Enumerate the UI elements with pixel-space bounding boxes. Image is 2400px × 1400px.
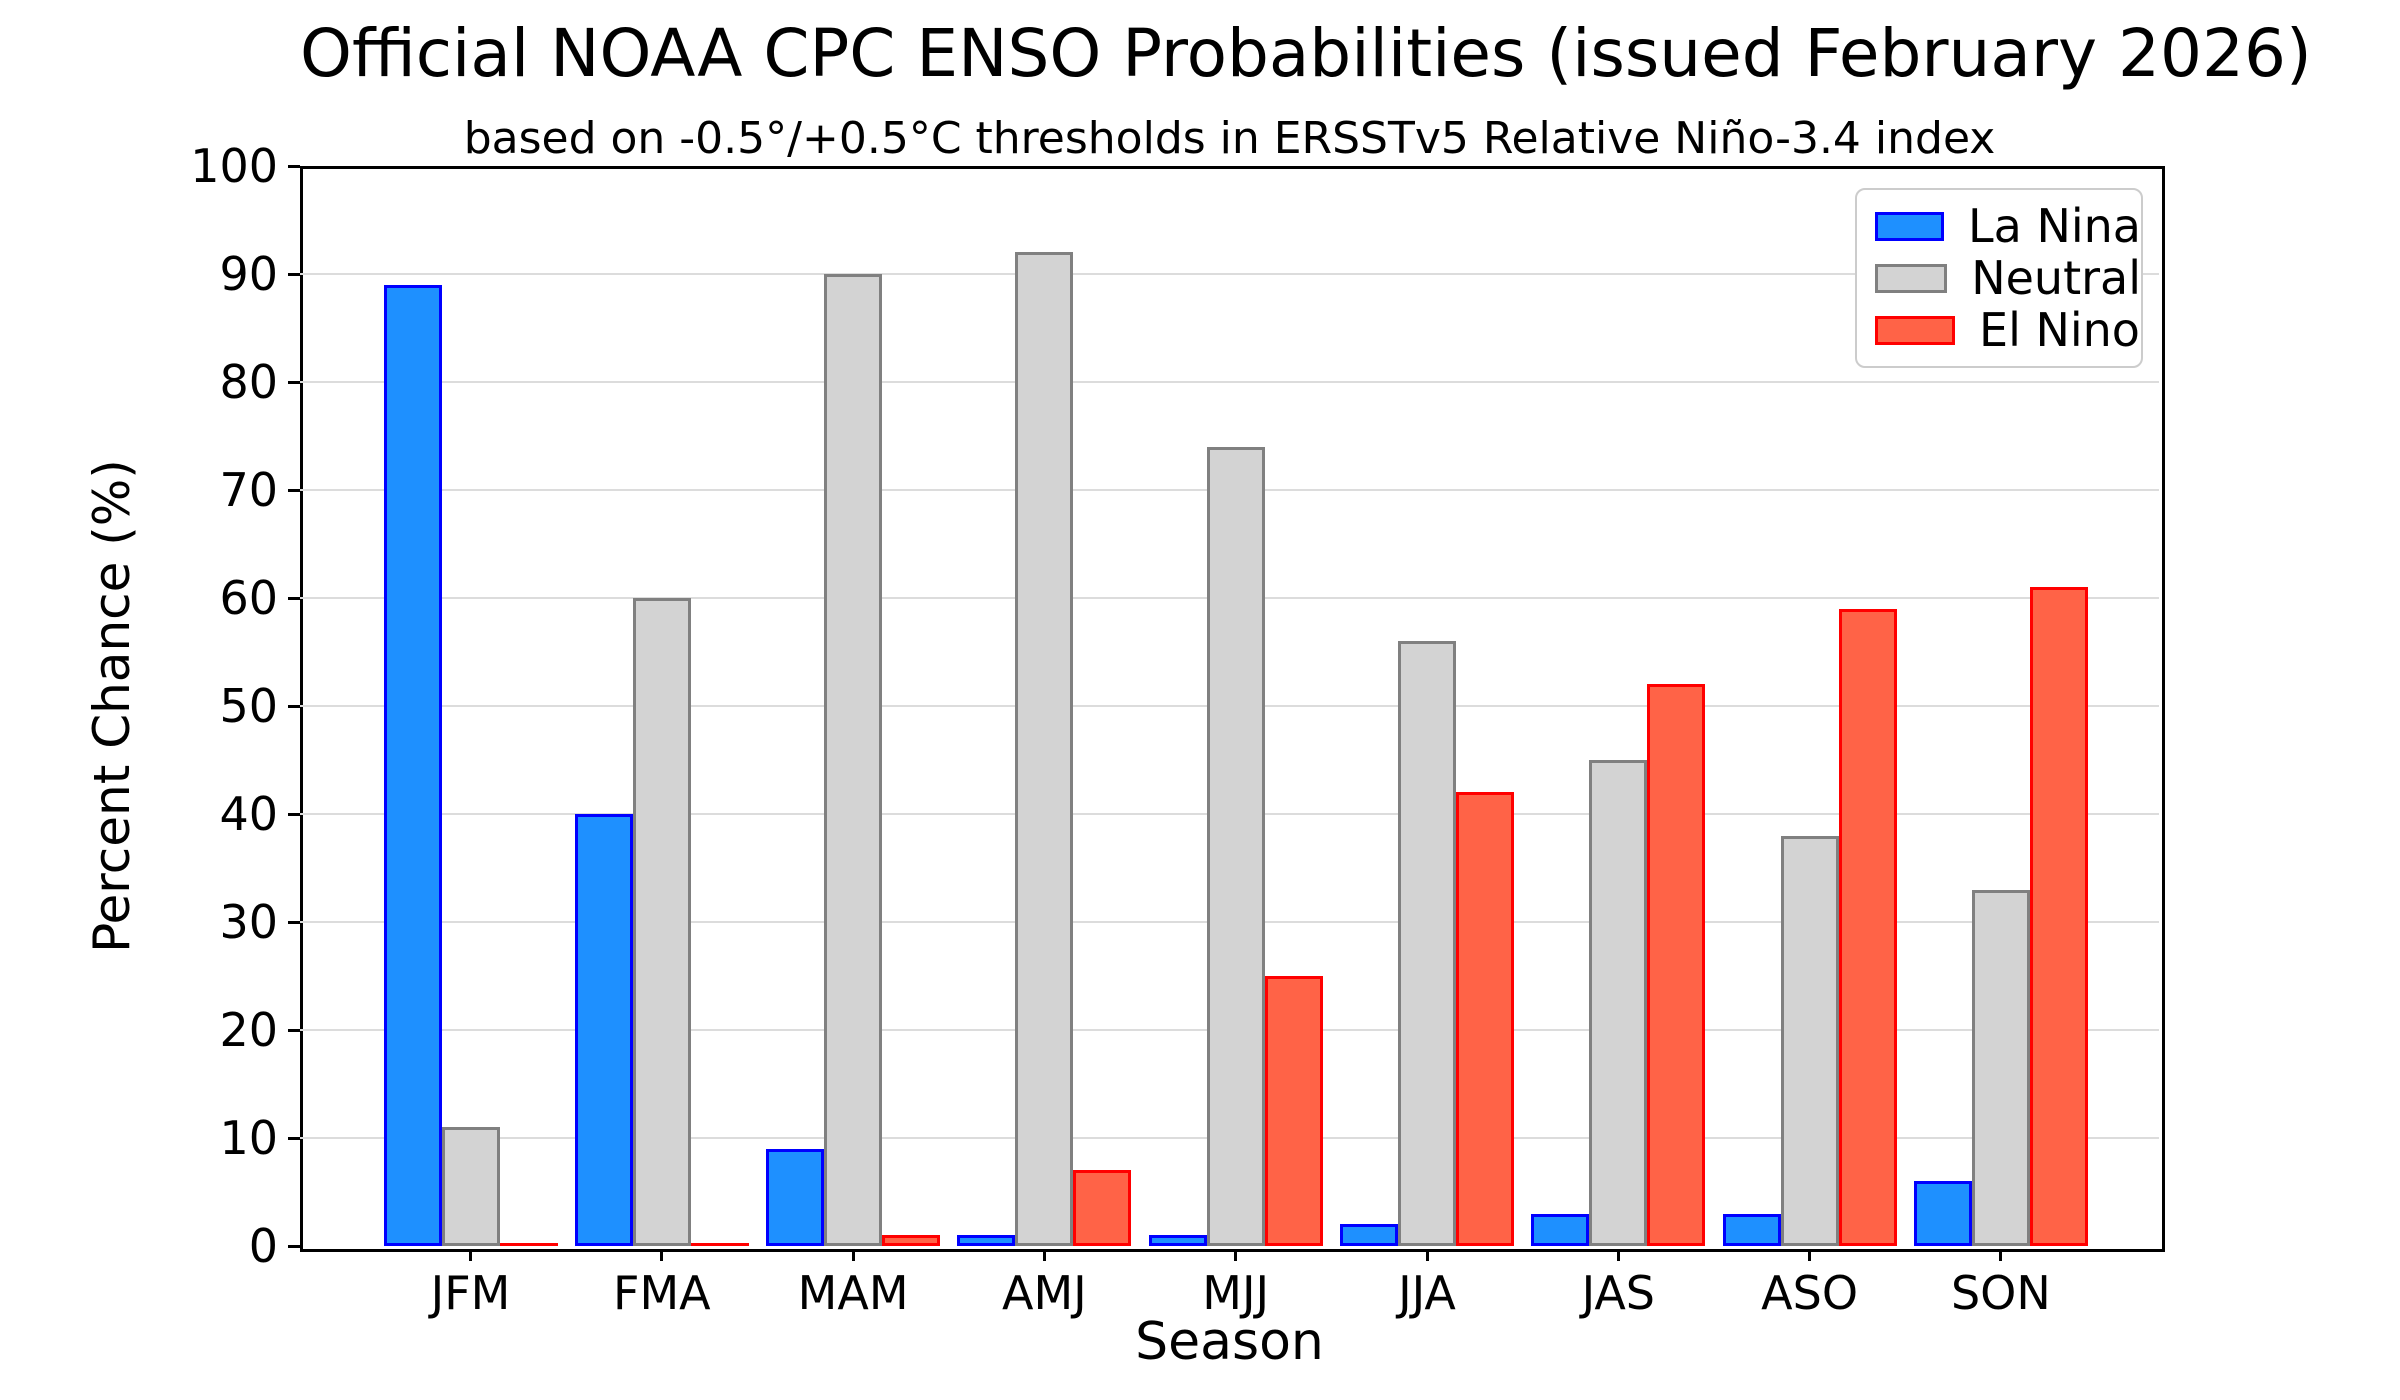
x-tick-label: JAS [1581,1266,1656,1320]
x-axis-label: Season [1135,1312,1324,1372]
y-tick-mark [288,920,300,924]
legend-label: Neutral [1971,251,2141,305]
x-tick-label: MJJ [1202,1266,1270,1320]
bar-el-nino-MAM [882,1235,941,1246]
bar-la-nina-AMJ [957,1235,1016,1246]
y-tick-mark [288,812,300,816]
x-tick-mark [1425,1249,1429,1261]
bar-el-nino-ASO [1838,608,1897,1246]
gridline-90 [300,273,2159,275]
x-tick-mark [1808,1249,1812,1261]
x-tick-label: JFM [430,1266,511,1320]
legend-label: La Nina [1968,199,2141,253]
y-tick-mark [288,164,300,168]
x-tick-mark [851,1249,855,1261]
y-tick-mark [288,596,300,600]
bar-la-nina-MJJ [1148,1235,1207,1246]
x-tick-label: SON [1950,1266,2051,1320]
bar-el-nino-AMJ [1073,1170,1132,1246]
bar-la-nina-MAM [766,1148,825,1246]
bar-la-nina-JJA [1340,1224,1398,1246]
y-tick-label: 30 [219,895,278,949]
y-tick-mark [288,488,300,492]
bar-neutral-JJA [1398,641,1456,1246]
y-tick-label: 20 [219,1003,278,1057]
bar-el-nino-JJA [1456,792,1514,1246]
y-tick-label: 40 [219,787,278,841]
bar-neutral-MAM [824,274,883,1246]
y-tick-label: 10 [219,1111,278,1165]
bar-neutral-MJJ [1206,446,1265,1246]
bar-neutral-FMA [632,598,691,1246]
gridline-80 [300,381,2159,383]
bar-la-nina-ASO [1722,1213,1781,1246]
bar-el-nino-JAS [1647,684,1706,1246]
x-tick-label: ASO [1761,1266,1859,1320]
y-tick-label: 100 [190,139,278,193]
bar-el-nino-SON [2029,587,2088,1246]
bar-neutral-JAS [1589,760,1648,1246]
y-tick-mark [288,704,300,708]
y-tick-label: 0 [248,1219,278,1273]
x-tick-mark [469,1249,472,1261]
bar-la-nina-JFM [383,284,442,1246]
bar-neutral-JFM [441,1127,500,1246]
y-tick-label: 50 [219,679,278,733]
chart-title: Official NOAA CPC ENSO Probabilities (is… [300,15,2312,92]
bar-el-nino-MJJ [1264,976,1323,1246]
y-tick-mark [288,1244,300,1248]
x-tick-mark [660,1249,664,1261]
bar-neutral-AMJ [1015,252,1074,1246]
bar-neutral-SON [1971,889,2030,1246]
y-tick-mark [288,1028,300,1032]
legend: La Nina Neutral El Nino [1855,188,2143,368]
y-axis-label: Percent Chance (%) [83,459,141,953]
legend-item-la-nina: La Nina [1875,202,2141,250]
bar-el-nino-JFM [499,1243,558,1246]
y-tick-label: 80 [219,355,278,409]
bar-la-nina-JAS [1531,1213,1590,1246]
x-tick-mark [1999,1249,2003,1261]
bar-la-nina-FMA [574,814,633,1246]
neutral-swatch-icon [1875,263,1948,293]
y-tick-mark [288,380,300,384]
chart-subtitle: based on -0.5°/+0.5°C thresholds in ERSS… [463,113,1996,164]
y-tick-label: 70 [219,463,278,517]
legend-label: El Nino [1979,303,2140,357]
bar-el-nino-FMA [690,1243,749,1246]
x-tick-mark [1042,1249,1046,1261]
x-tick-label: FMA [612,1266,711,1320]
x-tick-mark [1234,1249,1238,1261]
bar-la-nina-SON [1913,1181,1972,1246]
el-nino-swatch-icon [1875,315,1955,345]
y-tick-label: 90 [219,247,278,301]
x-tick-mark [1616,1249,1620,1261]
x-tick-label: MAM [797,1266,909,1320]
bar-neutral-ASO [1780,835,1839,1246]
y-tick-label: 60 [219,571,278,625]
legend-item-el-nino: El Nino [1875,306,2141,354]
la-nina-swatch-icon [1875,211,1945,241]
y-tick-mark [288,1136,300,1140]
y-tick-mark [288,272,300,276]
legend-item-neutral: Neutral [1875,254,2141,302]
x-tick-label: JJA [1398,1266,1456,1320]
x-tick-label: AMJ [1002,1266,1087,1320]
